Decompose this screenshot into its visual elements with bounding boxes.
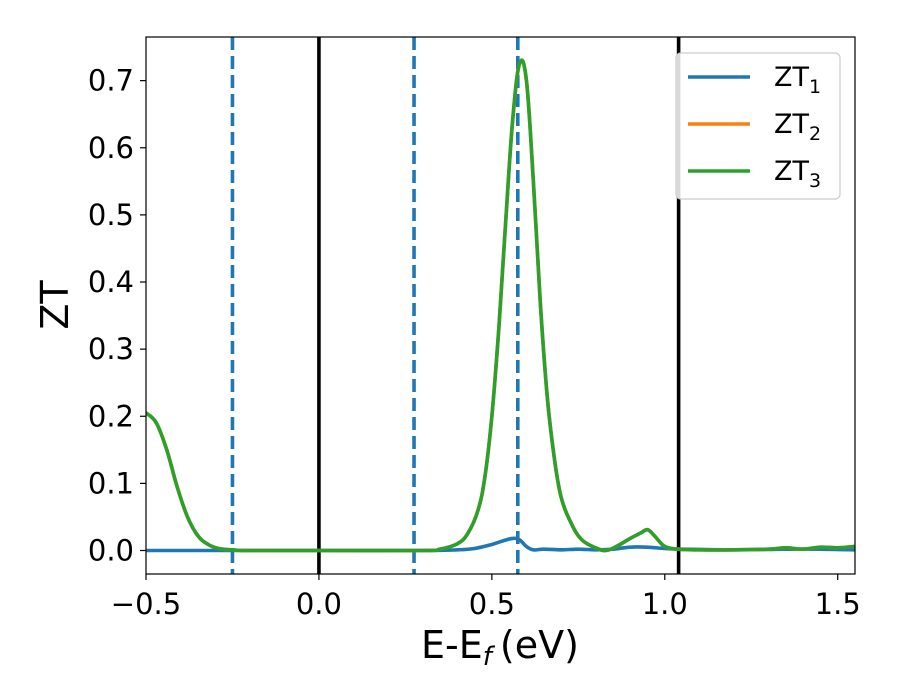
legend-label-zt1: ZT1 [774,62,821,98]
series-layer [146,58,855,553]
y-tick-label: 0.3 [88,332,134,366]
x-axis-label-subscript: f [483,642,496,672]
x-tick-label: 0.0 [296,587,342,621]
x-tick-label: −0.5 [111,587,181,621]
y-axis-ticks: 0.0 0.1 0.2 0.3 0.4 0.5 0.6 0.7 [88,64,146,568]
y-tick-label: 0.0 [88,534,134,568]
y-tick-label: 0.4 [88,265,134,299]
y-axis-label: ZT [33,280,77,330]
legend-box [675,52,841,200]
x-tick-label: 1.5 [815,587,861,621]
y-tick-label: 0.6 [88,131,134,165]
vertical-reference-lines [230,37,681,574]
y-tick-label: 0.2 [88,399,134,433]
legend-label-zt3: ZT3 [774,156,821,192]
x-axis-label: E-Ef (eV) [421,623,579,672]
plot-frame [145,36,856,575]
y-tick-label: 0.1 [88,466,134,500]
series-line-zt3 [146,58,855,553]
x-axis-label-unit: (eV) [500,623,579,667]
x-axis-ticks: −0.5 0.0 0.5 1.0 1.5 [111,574,861,621]
y-tick-label: 0.5 [88,198,134,232]
x-tick-label: 0.5 [469,587,515,621]
y-tick-label: 0.7 [88,64,134,98]
legend-label-zt2: ZT2 [774,109,821,145]
x-tick-label: 1.0 [642,587,688,621]
legend: ZT1 ZT2 ZT3 [675,52,841,200]
